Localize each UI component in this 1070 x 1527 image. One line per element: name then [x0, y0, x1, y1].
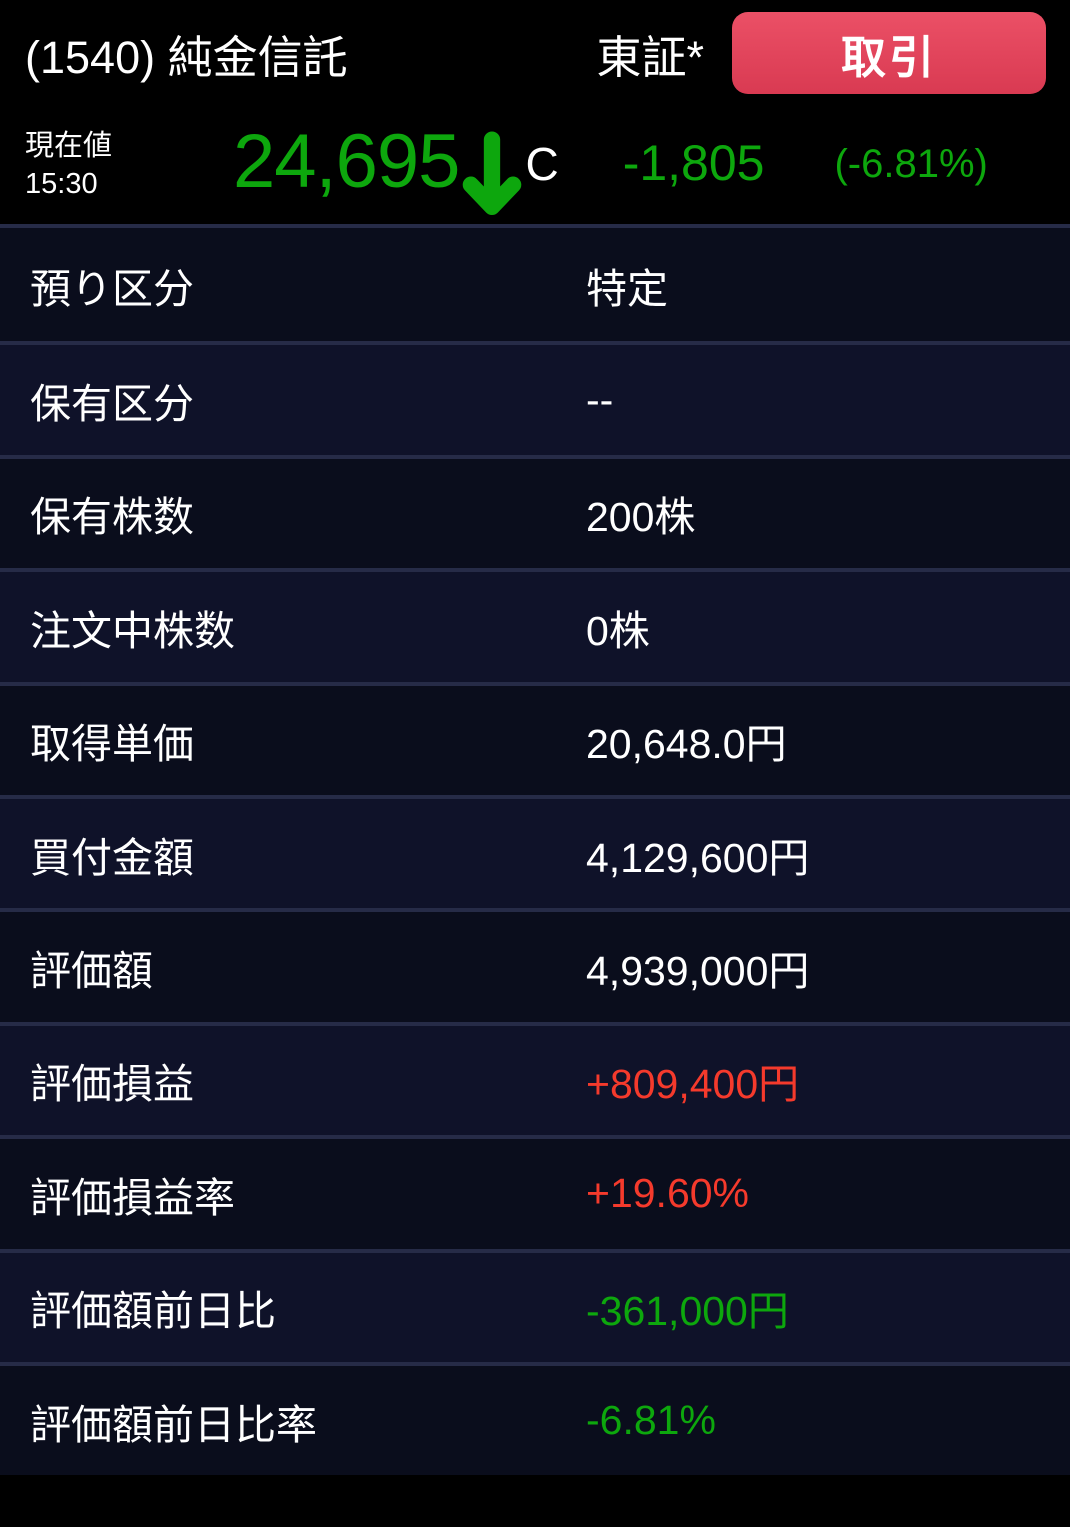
price-change-percent: (-6.81%): [834, 141, 988, 186]
row-label: 買付金額: [30, 834, 194, 881]
row-label: 評価額前日比: [30, 1288, 276, 1335]
row-label: 評価損益: [30, 1061, 194, 1108]
row-value: -6.81%: [586, 1397, 716, 1444]
trade-button[interactable]: 取引: [732, 12, 1046, 94]
row-label: 評価損益率: [30, 1174, 235, 1221]
table-row-valuation-day-change: 評価額前日比 -361,000円: [0, 1248, 1070, 1362]
current-price-caption: 現在値: [25, 130, 113, 162]
table-row-deposit-type: 預り区分 特定: [0, 228, 1070, 342]
row-label: 取得単価: [30, 721, 194, 768]
close-flag: C: [525, 138, 559, 190]
stock-title: (1540) 純金信託: [25, 31, 348, 83]
row-value: +809,400円: [586, 1061, 800, 1108]
table-row-acquisition-price: 取得単価 20,648.0円: [0, 681, 1070, 795]
row-value: --: [586, 376, 614, 423]
row-value: 0株: [586, 607, 650, 654]
title-bar-right: 東証* 取引: [596, 12, 1046, 94]
row-value: 20,648.0円: [586, 721, 787, 768]
row-label: 評価額前日比率: [30, 1401, 317, 1448]
quote-time: 15:30: [25, 168, 98, 200]
row-value: 4,939,000円: [586, 948, 810, 995]
quote-section: 現在値 15:30 24,695 C -1,805 (-6.81%): [0, 106, 1070, 224]
arrow-down-icon: [463, 131, 522, 215]
exchange-label: 東証*: [596, 31, 704, 83]
current-price-label: 現在値 15:30: [25, 127, 233, 203]
price-change: -1,805: [622, 135, 765, 191]
table-row-shares-on-order: 注文中株数 0株: [0, 568, 1070, 682]
row-label: 評価額: [30, 948, 153, 995]
row-label: 預り区分: [30, 265, 194, 312]
row-value: 200株: [586, 494, 696, 541]
row-value: -361,000円: [586, 1288, 789, 1335]
row-label: 保有区分: [30, 381, 194, 428]
row-label: 保有株数: [30, 494, 194, 541]
table-row-valuation-day-change-rate: 評価額前日比率 -6.81%: [0, 1361, 1070, 1476]
table-row-valuation-pl: 評価損益 +809,400円: [0, 1021, 1070, 1136]
table-row-valuation: 評価額 4,939,000円: [0, 908, 1070, 1022]
table-row-shares-held: 保有株数 200株: [0, 454, 1070, 569]
table-row-holding-type: 保有区分 --: [0, 341, 1070, 455]
row-value: 特定: [586, 265, 668, 312]
current-price: 24,695: [233, 119, 460, 204]
title-bar: (1540) 純金信託 東証* 取引: [0, 0, 1070, 106]
row-label: 注文中株数: [30, 607, 235, 654]
table-row-valuation-pl-rate: 評価損益率 +19.60%: [0, 1135, 1070, 1249]
table-row-purchase-amount: 買付金額 4,129,600円: [0, 794, 1070, 909]
row-value: 4,129,600円: [586, 834, 810, 881]
row-value: +19.60%: [586, 1170, 749, 1217]
position-table: 預り区分 特定 保有区分 -- 保有株数 200株 注文中株数 0株 取得単価 …: [0, 224, 1070, 1476]
